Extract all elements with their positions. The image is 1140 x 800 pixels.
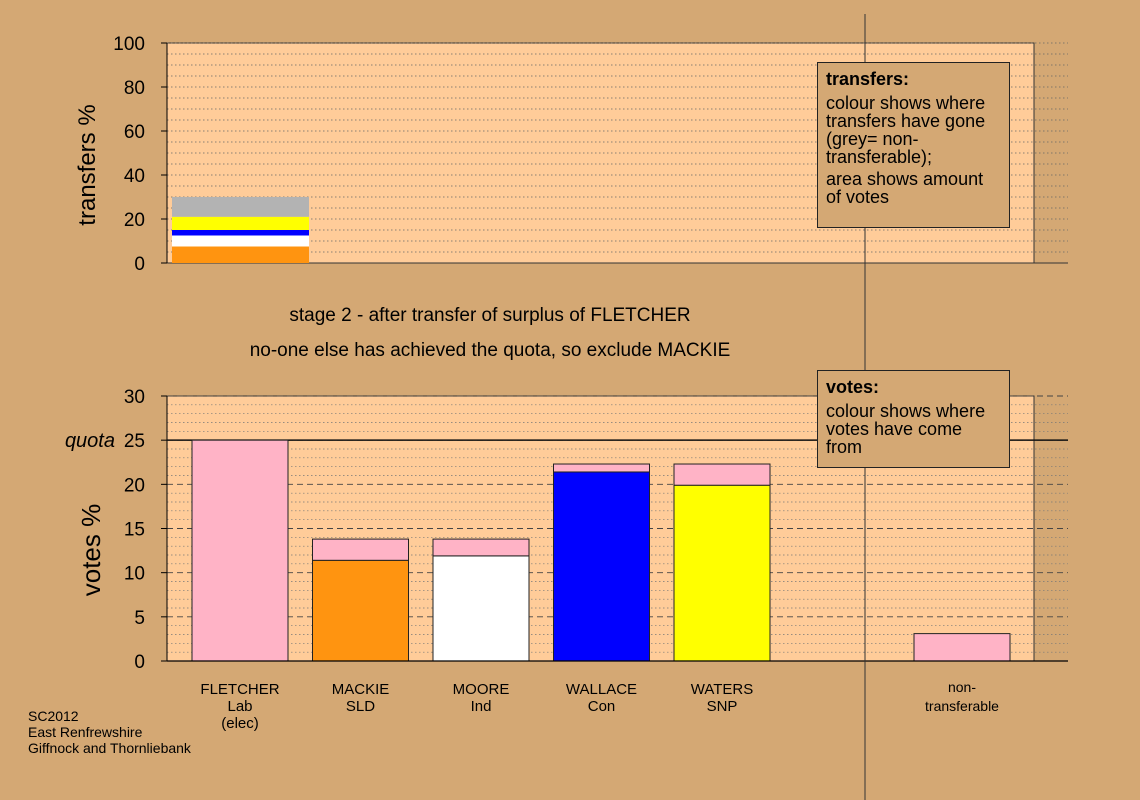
votes-y-tick-label: 25 (124, 431, 145, 452)
stage-caption-1: stage 2 - after transfer of surplus of F… (289, 305, 691, 326)
candidate-name-label: WALLACE (566, 681, 637, 698)
votes-y-tick-label: 15 (124, 520, 145, 541)
votes-y-tick-label: 5 (134, 608, 145, 629)
candidate-party-label: SLD (346, 698, 375, 715)
transfers-segment-mackie (172, 246, 309, 263)
transfers-y-tick-label: 100 (113, 34, 145, 55)
votes-legend-text: colour shows where votes have come from (826, 401, 986, 457)
non-transferable-label-2: transferable (925, 698, 999, 714)
votes-y-tick-label: 10 (124, 564, 145, 585)
transfers-legend-area-text: area shows amount of votes (826, 169, 984, 207)
votes-y-tick-label: 30 (124, 387, 145, 408)
votes-legend-title: votes: (826, 377, 880, 397)
footer-election: SC2012 (28, 708, 79, 724)
candidate-party-label: Lab (227, 698, 252, 715)
footer-info: SC2012 East Renfrewshire Giffnock and Th… (28, 708, 191, 756)
transfers-segment-waters (172, 216, 309, 230)
votes-y-axis-label: votes % (76, 504, 106, 597)
transfers-segment-moore (172, 235, 309, 247)
candidate-party-label: SNP (707, 698, 738, 715)
transfers-segment-wallace (172, 230, 309, 236)
transfers-legend-title: transfers: (826, 69, 910, 89)
quota-label: quota (65, 430, 115, 452)
votes-bar-waters-segment-1 (673, 463, 771, 486)
votes-bar-moore-segment-1 (432, 538, 530, 557)
stage-caption-2: no-one else has achieved the quota, so e… (249, 340, 731, 361)
transfers-legend-text: colour shows where transfers have gone (… (826, 93, 986, 167)
transfers-y-axis-label: transfers % (74, 104, 101, 225)
non-transferable-label: non- (948, 679, 976, 695)
candidate-name-label: FLETCHER (200, 681, 279, 698)
transfers-y-tick-label: 0 (134, 254, 145, 275)
votes-legend-box: votes: colour shows where votes have com… (817, 370, 1010, 468)
candidate-party-label: Ind (471, 698, 492, 715)
transfers-y-tick-label: 60 (124, 122, 145, 143)
votes-bar-waters-segment-0 (673, 484, 771, 662)
footer-council: East Renfrewshire (28, 724, 143, 740)
votes-bar-wallace-segment-0 (553, 471, 650, 662)
transfers-y-tick-label: 40 (124, 166, 145, 187)
candidate-name-label: MOORE (453, 681, 510, 698)
transfers-y-tick-label: 80 (124, 78, 145, 99)
votes-bar-non-transferable-segment-0 (913, 633, 1011, 662)
votes-bar-mackie-segment-1 (312, 538, 409, 561)
transfers-segment-non_transferable (172, 197, 309, 217)
candidate-name-label: WATERS (691, 681, 754, 698)
votes-bar-mackie-segment-0 (312, 559, 409, 662)
transfers-y-tick-label: 20 (124, 210, 145, 231)
votes-y-tick-label: 20 (124, 475, 145, 496)
votes-bar-wallace-segment-1 (553, 463, 650, 473)
votes-y-tick-label: 0 (134, 652, 145, 673)
votes-bar-moore-segment-0 (432, 555, 530, 662)
votes-bar-fletcher-segment-0 (191, 439, 289, 662)
candidate-name-label: MACKIE (332, 681, 390, 698)
candidate-note-label: (elec) (221, 715, 259, 732)
candidate-party-label: Con (588, 698, 616, 715)
footer-ward: Giffnock and Thornliebank (28, 740, 191, 756)
transfers-legend-box: transfers: colour shows where transfers … (817, 62, 1010, 228)
